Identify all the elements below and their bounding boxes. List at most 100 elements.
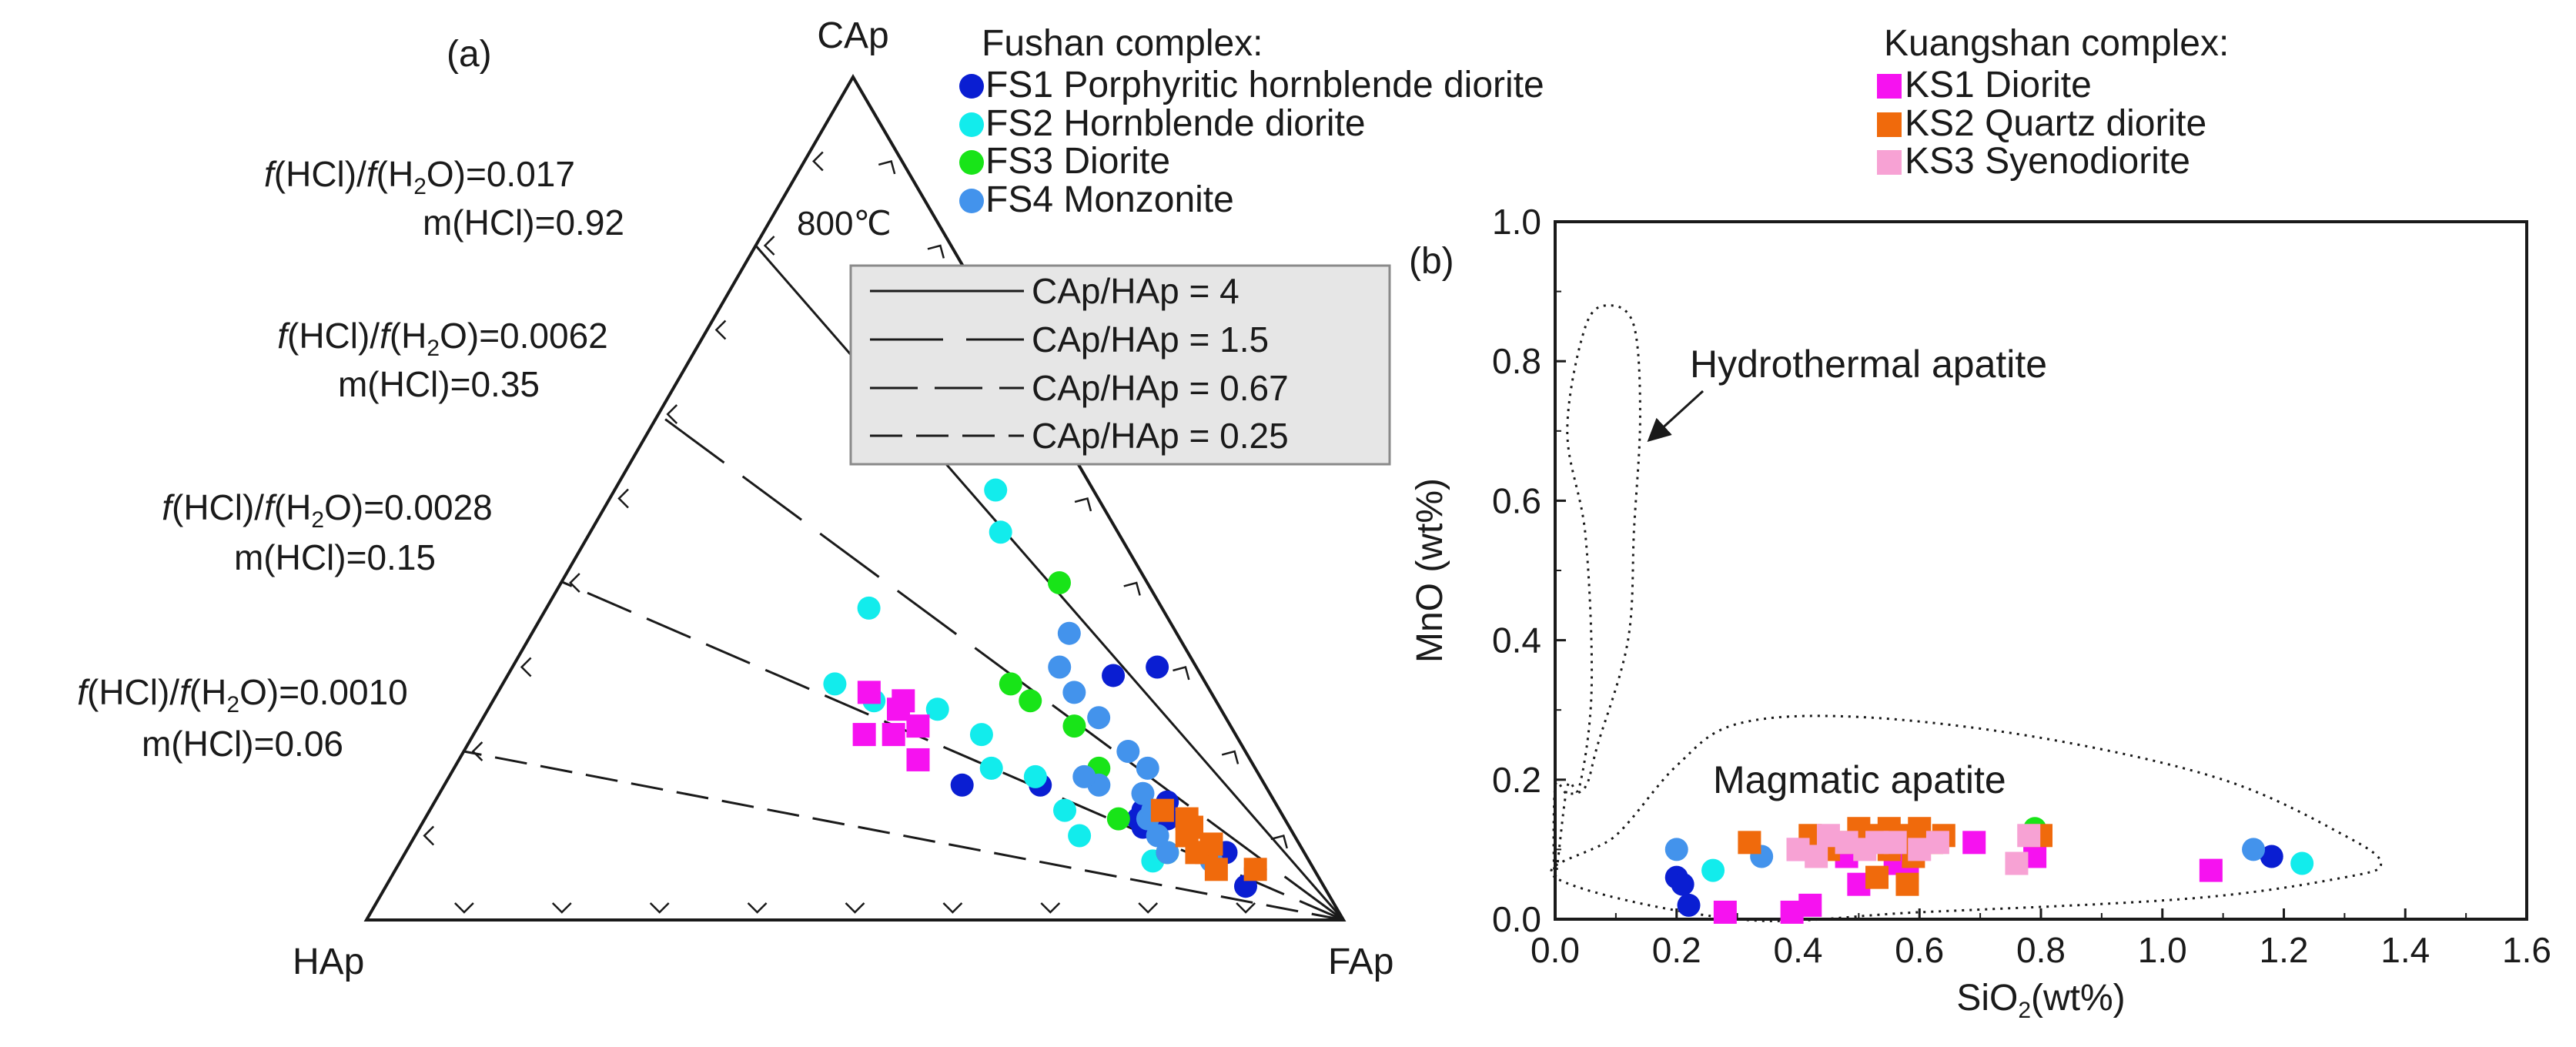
magmatic-field <box>1550 714 2383 922</box>
tern-point-fs4-1 <box>1156 841 1179 865</box>
tern-point-fs1-9 <box>950 773 974 797</box>
tern-point-ks1-5 <box>857 681 881 704</box>
tern-point-fs2-5 <box>969 723 993 747</box>
legend-marker-fs3 <box>959 150 984 175</box>
tick-left-4 <box>569 573 580 593</box>
point-fs1-1 <box>1671 872 1694 896</box>
y-tick-label-5: 1.0 <box>1492 202 1541 242</box>
x-axis-label: SiO2(wt%) <box>1956 978 2125 1023</box>
tern-point-ks2-8 <box>1150 798 1174 822</box>
tern-point-fs2-10 <box>989 520 1012 544</box>
tern-point-fs1-10 <box>1102 664 1126 687</box>
tick-bottom-6 <box>942 902 963 914</box>
tern-point-fs2-1 <box>1068 824 1092 848</box>
point-fs1-3 <box>2260 845 2283 868</box>
ternary-points <box>823 478 1267 898</box>
tern-point-ks1-1 <box>882 723 905 747</box>
tick-left-1 <box>423 825 435 846</box>
x-tick-label-5: 1.0 <box>2138 930 2187 970</box>
point-ks1-8 <box>2199 858 2223 882</box>
vertex-label-fap: FAp <box>1328 942 1393 982</box>
y-tick-label-2: 0.4 <box>1492 621 1541 661</box>
x-tick-label-2: 0.4 <box>1774 930 1823 970</box>
tern-point-ks1-0 <box>906 748 930 771</box>
tern-point-fs2-6 <box>925 697 949 721</box>
kuangshan-legend-items: KS1 Diorite KS2 Quartz diorite KS3 Syeno… <box>1877 65 2206 182</box>
tick-left-2 <box>471 741 483 761</box>
y-tick-label-1: 0.2 <box>1492 760 1541 800</box>
legend-label-fs1: FS1 Porphyritic hornblende diorite <box>985 65 1544 105</box>
tern-point-fs4-9 <box>1116 740 1140 763</box>
hydrothermal-arrow <box>1647 390 1705 443</box>
point-ks2-14 <box>1865 865 1889 889</box>
point-ks3-6 <box>1883 831 1907 855</box>
tick-right-9 <box>1270 834 1288 849</box>
tick-left-8 <box>763 236 775 256</box>
tick-right-6 <box>1123 581 1141 596</box>
point-ks3-8 <box>1925 831 1949 855</box>
tern-point-fs4-7 <box>1072 764 1096 788</box>
tern-point-fs2-4 <box>979 756 1003 780</box>
tern-point-ks1-6 <box>892 689 915 713</box>
point-fs2-0 <box>1701 858 1725 882</box>
legend-ratio-3: CAp/HAp = 0.67 <box>1032 368 1289 408</box>
hydrothermal-field-label: Hydrothermal apatite <box>1690 343 2047 386</box>
tick-bottom-8 <box>1138 902 1159 914</box>
tern-point-ks1-3 <box>906 714 930 738</box>
legend-label-fs2: FS2 Hornblende diorite <box>985 103 1366 144</box>
tern-point-fs4-13 <box>1057 621 1081 645</box>
tick-left-6 <box>666 404 678 424</box>
isopleth-line-4 <box>463 750 1344 922</box>
tern-point-fs3-5 <box>999 672 1022 696</box>
point-fs4-0 <box>1664 838 1688 861</box>
scatter-panel: (b) 0.0 0.2 0.4 0.6 0.8 1.0 1.2 1.4 1.6 0.0 0.2 0.4… <box>1409 202 2551 1023</box>
legend-label-ks1: KS1 Diorite <box>1905 65 2092 105</box>
y-tick-label-3: 0.6 <box>1492 480 1541 520</box>
y-tick-label-4: 0.8 <box>1492 341 1541 381</box>
tern-point-fs2-8 <box>823 672 847 696</box>
plot-frame <box>1554 220 2528 921</box>
tern-point-fs4-5 <box>1131 781 1155 805</box>
fugacity-label-2: f(HCl)/f(H2O)=0.0062 <box>277 316 608 361</box>
point-ks3-9 <box>2017 824 2041 848</box>
tern-point-fs2-2 <box>1053 798 1077 822</box>
panel-b-label: (b) <box>1409 241 1454 282</box>
point-ks3-10 <box>2005 851 2029 875</box>
tern-point-ks1-2 <box>852 723 876 747</box>
ternary-panel: (a) CAp HAp FAp 800℃ f(HCl)/f(H2O)=0.017… <box>77 15 1393 982</box>
isopleth-line-2 <box>657 413 1344 922</box>
x-tick-label-6: 1.2 <box>2260 930 2309 970</box>
x-tick-label-0: 0.0 <box>1531 930 1580 970</box>
m-label-4: m(HCl)=0.06 <box>142 724 343 764</box>
fushan-legend-title: Fushan complex: <box>982 23 1263 64</box>
tern-point-fs4-8 <box>1136 756 1159 780</box>
tern-point-fs2-11 <box>984 478 1008 502</box>
fugacity-labels: f(HCl)/f(H2O)=0.017 m(HCl)=0.92 f(HCl)/f… <box>77 154 624 764</box>
tick-right-7 <box>1173 665 1190 681</box>
legend-label-ks2: KS2 Quartz diorite <box>1905 103 2206 144</box>
apatite-fields <box>1550 304 2383 922</box>
tick-bottom-4 <box>747 902 768 914</box>
point-ks2-0 <box>1738 831 1761 855</box>
tern-point-ks2-7 <box>1175 807 1199 831</box>
tick-left-7 <box>714 319 727 340</box>
isopleth-legend-box <box>849 264 1391 466</box>
tern-point-fs2-3 <box>1023 764 1047 788</box>
tern-point-fs3-6 <box>1047 571 1071 594</box>
tick-right-2 <box>927 244 945 259</box>
legend-marker-fs2 <box>959 112 984 137</box>
tern-point-fs4-11 <box>1062 681 1086 704</box>
fugacity-label-1: f(HCl)/f(H2O)=0.017 <box>264 154 575 199</box>
hydrothermal-field <box>1552 304 1641 879</box>
vertex-label-cap: CAp <box>817 15 888 56</box>
tick-right-8 <box>1221 750 1239 764</box>
legend-label-fs3: FS3 Diorite <box>985 141 1170 182</box>
panel-a-label: (a) <box>447 34 492 75</box>
ternary-triangle <box>363 74 1347 922</box>
axis-ticks: 0.0 0.2 0.4 0.6 0.8 1.0 1.2 1.4 1.6 0.0 0.2 0.4 0.6 0… <box>1492 202 2551 970</box>
point-fs4-2 <box>2242 838 2266 861</box>
legend-marker-ks2 <box>1877 112 1902 137</box>
tick-bottom-2 <box>551 902 572 914</box>
tick-right-1 <box>878 159 896 175</box>
